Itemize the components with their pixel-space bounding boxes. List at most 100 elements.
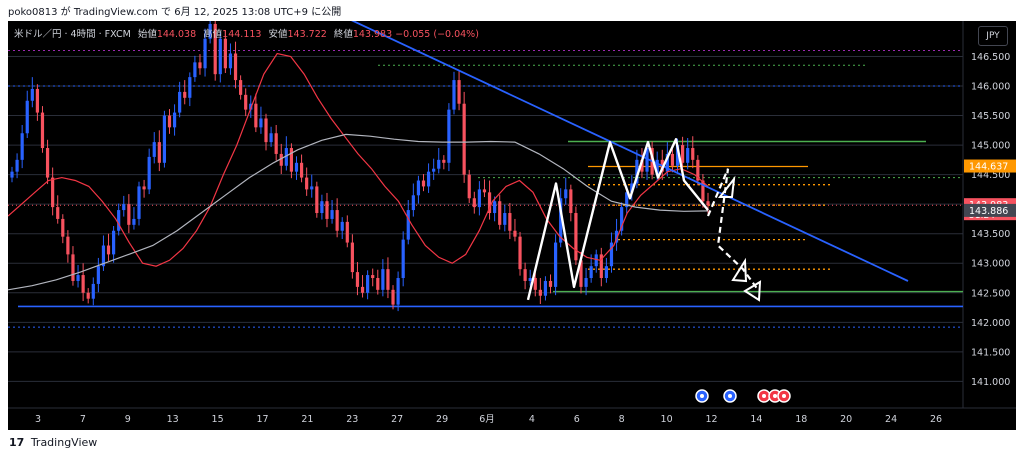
- candle-body: [122, 204, 126, 211]
- x-tick-label: 20: [840, 414, 852, 425]
- candle-body: [614, 230, 619, 243]
- candle-body: [66, 236, 70, 255]
- candle-body: [40, 112, 45, 149]
- x-tick-label: 7: [80, 414, 86, 425]
- candle-body: [538, 289, 542, 296]
- candle-body: [345, 221, 349, 243]
- candle-body: [208, 23, 212, 39]
- candle-body: [472, 198, 476, 208]
- candle-body: [620, 207, 624, 231]
- currency-button[interactable]: JPY: [978, 26, 1008, 46]
- candle-body: [462, 103, 466, 175]
- tradingview-footer[interactable]: 17 TradingView: [9, 436, 97, 449]
- candle-body: [30, 88, 34, 101]
- candle-body: [416, 180, 421, 196]
- ohlc-legend: 米ドル／円 · 4時間 · FXCM 始値144.038 高値144.113 安…: [14, 26, 479, 40]
- candle-body: [696, 159, 700, 181]
- candle-body: [249, 103, 253, 110]
- x-tick-label: 29: [436, 414, 448, 425]
- candle-body: [198, 62, 202, 69]
- candle-body: [35, 88, 40, 113]
- candle-body: [680, 145, 685, 163]
- economic-event-flag-dot: [782, 394, 786, 398]
- x-tick-label: 6月: [479, 414, 495, 425]
- candle-body: [45, 148, 50, 178]
- candle-body: [315, 186, 319, 214]
- candle-body: [203, 38, 207, 69]
- candle-body: [320, 201, 324, 214]
- candle-body: [340, 221, 344, 231]
- candle-body: [167, 115, 172, 128]
- candle-body: [132, 218, 136, 225]
- candle-body: [289, 148, 294, 172]
- candle-body: [71, 254, 75, 281]
- arrow-head-icon: [717, 175, 736, 198]
- x-tick-label: 12: [705, 414, 717, 425]
- candle-body: [81, 275, 85, 293]
- open-value: 144.038: [156, 29, 197, 40]
- candle-body: [183, 91, 187, 98]
- candle-body: [518, 236, 522, 270]
- candle-body: [269, 133, 273, 143]
- candle-body: [335, 210, 339, 231]
- candle-body: [401, 239, 405, 279]
- candle-body: [467, 174, 471, 199]
- price-chart[interactable]: 146.500 146.000 145.500 145.000 144.500 144.0…: [8, 21, 1016, 430]
- chart-frame[interactable]: 146.500 146.000 145.500 145.000 144.500 144.0…: [8, 21, 1016, 430]
- price-badge-value: 144.637: [969, 162, 1008, 173]
- candle-body: [533, 278, 537, 290]
- candle-body: [421, 180, 426, 187]
- candle-body: [442, 159, 446, 163]
- candle-body: [56, 207, 60, 219]
- candle-body: [406, 210, 410, 240]
- candle-body: [686, 148, 690, 163]
- candle-body: [508, 213, 512, 231]
- candle-body: [325, 201, 329, 219]
- candle-body: [350, 242, 354, 273]
- candle-body: [625, 192, 629, 208]
- candle-body: [366, 275, 370, 293]
- candle-body: [284, 148, 288, 166]
- candle-body: [355, 272, 360, 287]
- x-tick-label: 8: [619, 414, 625, 425]
- candle-body: [228, 53, 233, 69]
- candle-body: [635, 159, 639, 184]
- economic-event-flag-dot: [728, 394, 732, 398]
- moving-average-slow: [8, 133, 709, 291]
- candle-body: [310, 186, 314, 190]
- tradingview-logo-icon: 17: [9, 436, 25, 449]
- candle-body: [411, 195, 415, 211]
- y-tick-label: 142.500: [971, 288, 1010, 299]
- candle-body: [137, 186, 141, 219]
- y-tick-label: 143.000: [971, 259, 1010, 270]
- x-tick-label: 6: [574, 414, 580, 425]
- y-tick-label: 146.000: [971, 81, 1010, 92]
- candle-body: [559, 198, 563, 243]
- candle-body: [61, 218, 65, 237]
- x-tick-label: 23: [346, 414, 358, 425]
- candle-body: [665, 153, 669, 172]
- candle-body: [487, 192, 492, 214]
- x-tick-label: 13: [167, 414, 179, 425]
- candle-body: [294, 162, 299, 172]
- y-tick-label: 142.000: [971, 318, 1010, 329]
- candle-body: [670, 153, 675, 166]
- candle-body: [457, 80, 461, 104]
- candle-body: [10, 171, 14, 178]
- candle-body: [178, 91, 182, 113]
- candle-body: [604, 266, 608, 279]
- candle-body: [264, 118, 268, 143]
- low-value: 143.722: [287, 29, 327, 40]
- candle-body: [386, 269, 390, 290]
- candle-body: [630, 183, 634, 193]
- candle-body: [579, 260, 583, 287]
- candle-body: [360, 286, 365, 293]
- change-value: −0.055 (−0.04%): [395, 29, 479, 40]
- high-value: 144.113: [222, 29, 262, 40]
- price-badge-value: 143.886: [969, 206, 1008, 217]
- price-badge-orange: [964, 159, 1016, 173]
- arrow-head-icon: [743, 280, 762, 302]
- candle-body: [437, 159, 441, 169]
- chart-pattern-path: [526, 137, 709, 301]
- candle-body: [609, 242, 614, 267]
